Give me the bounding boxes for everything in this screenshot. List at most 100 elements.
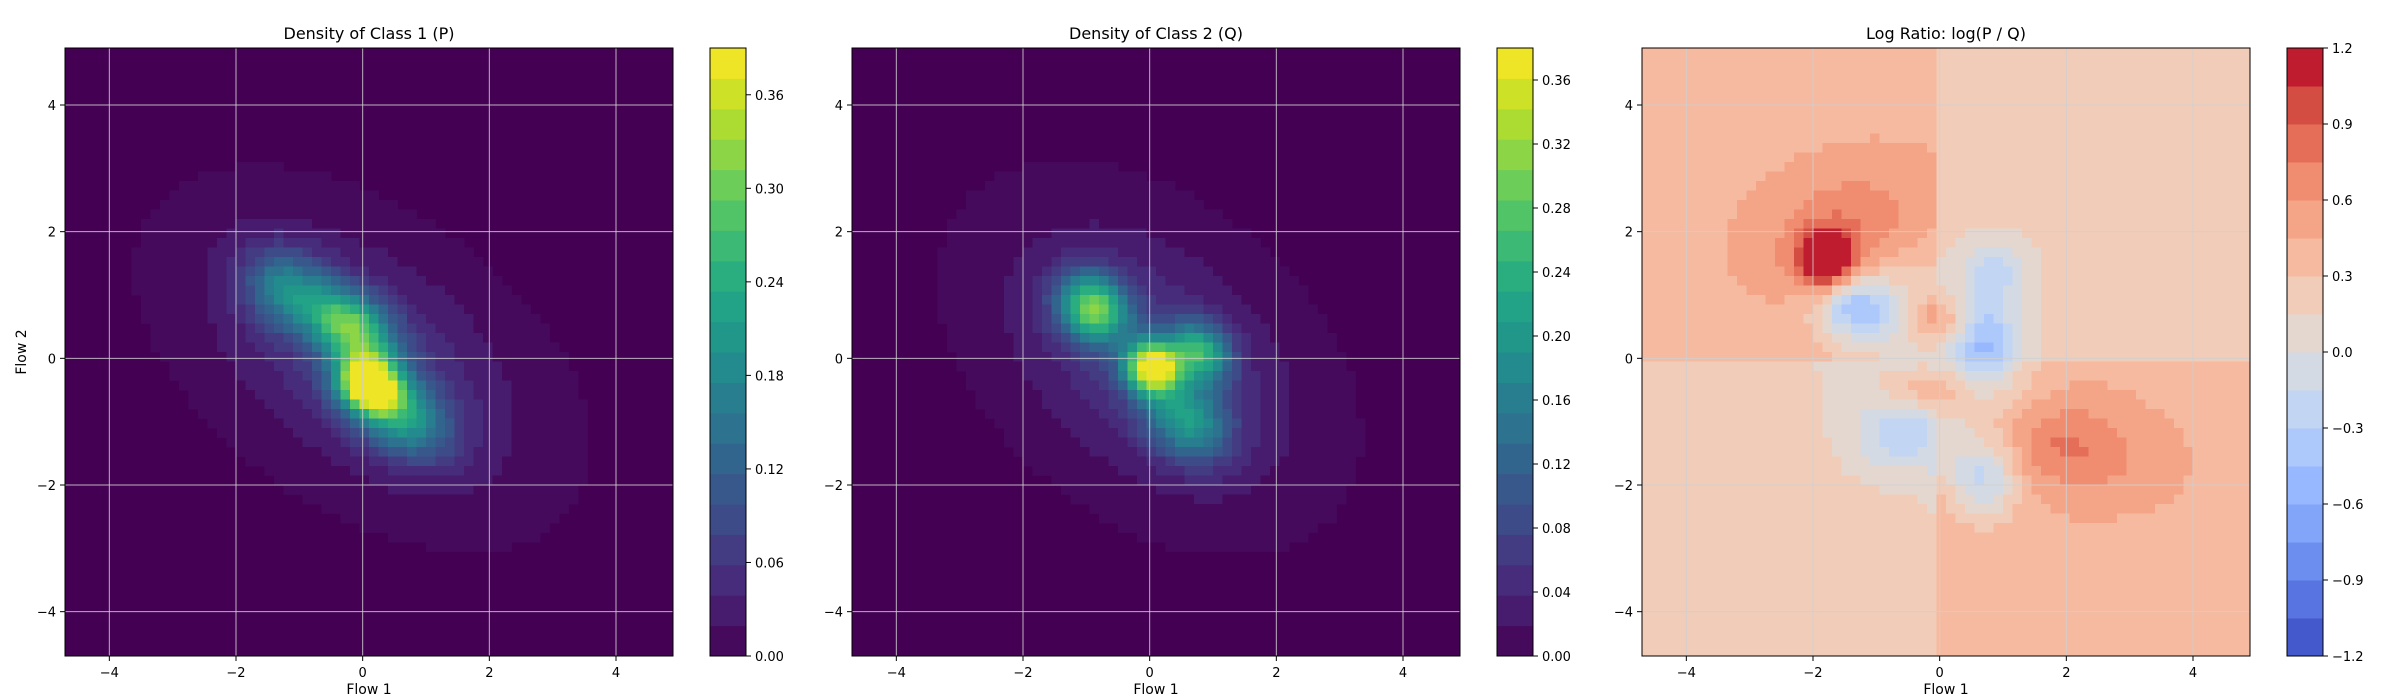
- contour-cell: [1974, 323, 1985, 334]
- contour-cell: [397, 447, 408, 457]
- contour-cell: [1127, 295, 1138, 305]
- contour-cell: [1023, 209, 1033, 220]
- contour-cell: [1813, 133, 1823, 144]
- contour-cell: [1194, 314, 1204, 324]
- contour-cell: [1860, 228, 1871, 239]
- contour-cell: [1794, 114, 1804, 125]
- contour-cell: [1661, 76, 1671, 87]
- contour-cell: [2126, 133, 2137, 144]
- contour-cell: [1974, 162, 1985, 172]
- contour-cell: [245, 247, 256, 258]
- contour-cell: [1279, 504, 1290, 514]
- contour-cell: [1917, 86, 1928, 96]
- contour-cell: [1936, 323, 1947, 334]
- contour-cell: [179, 247, 189, 258]
- contour-cell: [198, 276, 208, 286]
- contour-cell: [1870, 238, 1880, 248]
- contour-cell: [549, 475, 560, 486]
- contour-cell: [1194, 447, 1204, 457]
- contour-cell: [2212, 219, 2222, 229]
- contour-cell: [1737, 257, 1747, 267]
- contour-cell: [1089, 247, 1100, 258]
- contour-cell: [1165, 466, 1176, 476]
- contour-cell: [1841, 67, 1852, 77]
- contour-cell: [217, 342, 227, 353]
- contour-cell: [1699, 86, 1709, 96]
- contour-cell: [578, 475, 588, 486]
- contour-cell: [255, 437, 265, 448]
- contour-cell: [236, 209, 246, 220]
- contour-cell: [1241, 361, 1252, 372]
- contour-cell: [2012, 314, 2023, 324]
- contour-cell: [1974, 266, 1985, 277]
- contour-cell: [217, 323, 227, 334]
- contour-cell: [1260, 456, 1271, 467]
- contour-cell: [1879, 48, 1890, 58]
- contour-cell: [217, 228, 227, 239]
- contour-cell: [2155, 228, 2165, 239]
- contour-cell: [1251, 532, 1261, 543]
- contour-cell: [255, 428, 265, 438]
- contour-cell: [255, 456, 265, 467]
- contour-cell: [397, 276, 408, 286]
- contour-cell: [1670, 295, 1681, 305]
- contour-cell: [1080, 371, 1090, 381]
- contour-cell: [1984, 295, 1994, 305]
- contour-cell: [502, 342, 512, 353]
- contour-cell: [141, 219, 151, 229]
- contour-cell: [1955, 238, 1966, 248]
- contour-cell: [464, 428, 474, 438]
- contour-cell: [1965, 114, 1975, 125]
- contour-cell: [1642, 162, 1652, 172]
- contour-cell: [416, 371, 427, 381]
- contour-cell: [331, 475, 341, 486]
- contour-cell: [1756, 86, 1766, 96]
- contour-cell: [1955, 171, 1966, 182]
- contour-cell: [2050, 105, 2061, 115]
- contour-cell: [483, 504, 493, 514]
- contour-cell: [340, 399, 351, 410]
- contour-cell: [1070, 333, 1081, 343]
- contour-cell: [2202, 323, 2213, 334]
- contour-cell: [1917, 247, 1928, 258]
- contour-cell: [2193, 143, 2203, 153]
- contour-cell: [1879, 295, 1890, 305]
- contour-cell: [956, 352, 967, 362]
- contour-cell: [1184, 475, 1195, 486]
- contour-cell: [568, 494, 579, 505]
- contour-cell: [1004, 181, 1014, 191]
- contour-cell: [2060, 333, 2070, 343]
- contour-cell: [1184, 437, 1195, 448]
- contour-cell: [388, 418, 398, 429]
- contour-cell: [1061, 314, 1071, 324]
- contour-cell: [359, 485, 370, 495]
- contour-cell: [1289, 371, 1299, 381]
- contour-cell: [2041, 295, 2051, 305]
- contour-cell: [1099, 295, 1109, 305]
- contour-cell: [293, 428, 303, 438]
- contour-cell: [1127, 181, 1138, 191]
- contour-cell: [2079, 333, 2089, 343]
- contour-cell: [416, 380, 427, 391]
- contour-cell: [1955, 95, 1966, 106]
- contour-cell: [492, 418, 503, 429]
- contour-cell: [511, 323, 522, 334]
- contour-cell: [1832, 57, 1842, 68]
- contour-cell: [1089, 437, 1100, 448]
- contour-cell: [1870, 76, 1880, 87]
- contour-cell: [293, 228, 303, 239]
- contour-cell: [2155, 124, 2165, 134]
- contour-cell: [1680, 57, 1690, 68]
- contour-cell: [1222, 352, 1233, 362]
- contour-cell: [1670, 48, 1681, 58]
- contour-cell: [1108, 456, 1119, 467]
- contour-cell: [179, 228, 189, 239]
- contour-cell: [1765, 95, 1776, 106]
- contour-cell: [492, 276, 503, 286]
- contour-cell: [540, 428, 550, 438]
- contour-cell: [1955, 333, 1966, 343]
- contour-cell: [1775, 285, 1785, 296]
- contour-cell: [1794, 276, 1804, 286]
- contour-cell: [2060, 238, 2070, 248]
- contour-cell: [1279, 437, 1290, 448]
